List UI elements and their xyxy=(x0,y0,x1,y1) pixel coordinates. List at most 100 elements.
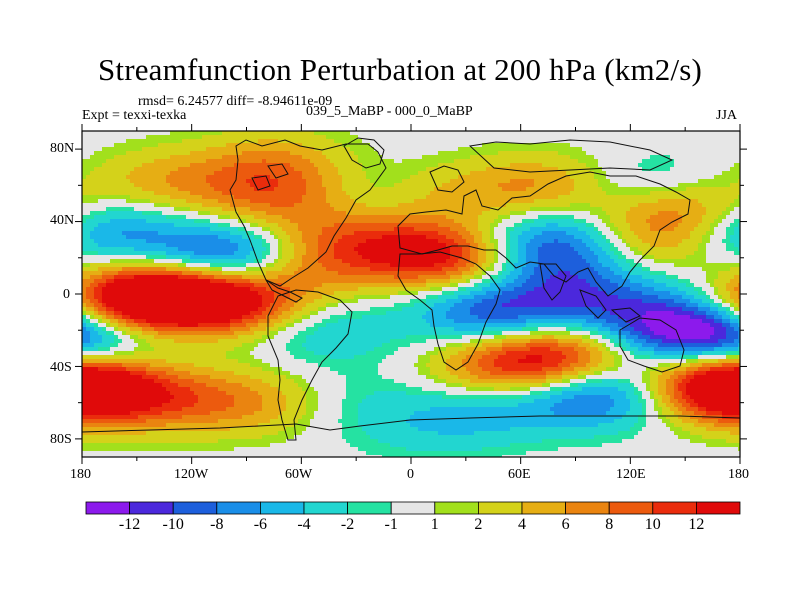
field-cell xyxy=(506,219,511,224)
field-cell xyxy=(574,195,579,200)
field-cell xyxy=(502,231,507,236)
field-cell xyxy=(518,139,523,144)
field-cell xyxy=(98,131,103,136)
field-cell xyxy=(258,219,263,224)
field-cell xyxy=(378,163,383,168)
field-cell xyxy=(210,231,215,236)
field-cell xyxy=(134,203,139,208)
field-cell xyxy=(146,151,151,156)
field-cell xyxy=(134,227,139,232)
field-cell xyxy=(330,243,335,248)
field-cell xyxy=(506,147,511,152)
field-cell xyxy=(246,203,251,208)
field-cell xyxy=(662,215,667,220)
field-cell xyxy=(438,243,443,248)
field-cell xyxy=(490,163,495,168)
field-cell xyxy=(106,159,111,164)
field-cell xyxy=(394,187,399,192)
field-cell xyxy=(142,179,147,184)
field-cell xyxy=(286,155,291,160)
field-cell xyxy=(478,203,483,208)
field-cell xyxy=(506,223,511,228)
field-cell xyxy=(618,163,623,168)
field-cell xyxy=(634,139,639,144)
field-cell xyxy=(454,235,459,240)
field-cell xyxy=(222,251,227,256)
field-cell xyxy=(714,243,719,248)
field-cell xyxy=(390,147,395,152)
field-cell xyxy=(110,151,115,156)
field-cell xyxy=(450,147,455,152)
field-cell xyxy=(410,179,415,184)
field-cell xyxy=(402,187,407,192)
field-cell xyxy=(270,223,275,228)
field-cell xyxy=(362,151,367,156)
field-cell xyxy=(670,207,675,212)
field-cell xyxy=(106,195,111,200)
field-cell xyxy=(534,175,539,180)
field-cell xyxy=(550,175,555,180)
field-cell xyxy=(410,207,415,212)
field-cell xyxy=(238,163,243,168)
field-cell xyxy=(82,219,87,224)
field-cell xyxy=(118,203,123,208)
field-cell xyxy=(222,211,227,216)
field-cell xyxy=(98,223,103,228)
field-cell xyxy=(82,215,87,220)
field-cell xyxy=(482,147,487,152)
field-cell xyxy=(406,195,411,200)
field-cell xyxy=(122,247,127,252)
field-cell xyxy=(666,147,671,152)
field-cell xyxy=(470,215,475,220)
field-cell xyxy=(486,195,491,200)
field-cell xyxy=(238,247,243,252)
field-cell xyxy=(638,199,643,204)
field-cell xyxy=(698,239,703,244)
field-cell xyxy=(478,227,483,232)
field-cell xyxy=(358,223,363,228)
field-cell xyxy=(622,223,627,228)
field-cell xyxy=(362,143,367,148)
field-cell xyxy=(222,231,227,236)
field-cell xyxy=(346,135,351,140)
field-cell xyxy=(146,247,151,252)
field-cell xyxy=(450,143,455,148)
field-cell xyxy=(598,167,603,172)
field-cell xyxy=(574,187,579,192)
field-cell xyxy=(190,183,195,188)
field-cell xyxy=(130,187,135,192)
field-cell xyxy=(602,135,607,140)
field-cell xyxy=(390,179,395,184)
field-cell xyxy=(522,183,527,188)
field-cell xyxy=(642,151,647,156)
field-cell xyxy=(502,187,507,192)
field-cell xyxy=(706,195,711,200)
field-cell xyxy=(566,247,571,252)
field-cell xyxy=(546,187,551,192)
field-cell xyxy=(294,207,299,212)
field-cell xyxy=(382,211,387,216)
field-cell xyxy=(706,247,711,252)
field-cell xyxy=(466,179,471,184)
field-cell xyxy=(350,151,355,156)
field-cell xyxy=(354,147,359,152)
field-cell xyxy=(234,251,239,256)
field-cell xyxy=(378,191,383,196)
field-cell xyxy=(282,175,287,180)
field-cell xyxy=(442,211,447,216)
field-cell xyxy=(390,167,395,172)
field-cell xyxy=(654,163,659,168)
field-cell xyxy=(454,151,459,156)
field-cell xyxy=(686,223,691,228)
field-cell xyxy=(534,231,539,236)
field-cell xyxy=(166,223,171,228)
field-cell xyxy=(238,207,243,212)
field-cell xyxy=(86,243,91,248)
field-cell xyxy=(626,135,631,140)
field-cell xyxy=(634,235,639,240)
field-cell xyxy=(322,131,327,136)
field-cell xyxy=(238,235,243,240)
field-cell xyxy=(266,235,271,240)
field-cell xyxy=(734,191,739,196)
field-cell xyxy=(718,211,723,216)
